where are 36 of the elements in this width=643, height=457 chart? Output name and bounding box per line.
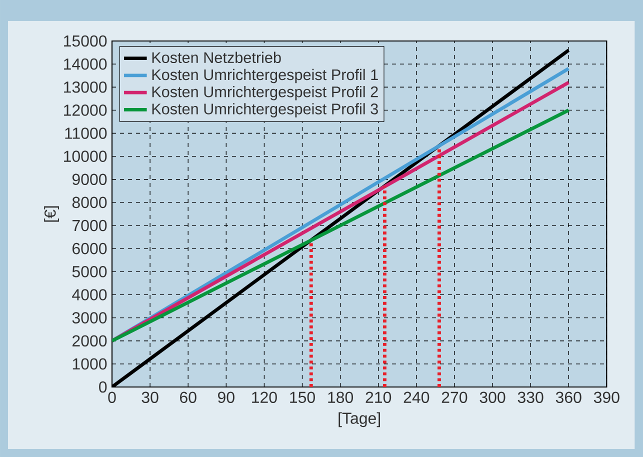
y-tick-label: 7000 (72, 220, 107, 232)
y-tick-label: 0 (99, 381, 107, 393)
y-axis-title: [€] (44, 206, 59, 222)
x-tick-label: 0 (108, 392, 116, 404)
y-tick-label: 12000 (64, 104, 107, 116)
x-tick-label: 30 (142, 392, 158, 404)
legend-label: Kosten Umrichtergespeist Profil 2 (152, 86, 378, 100)
y-tick-label: 1000 (72, 358, 107, 370)
y-tick-label: 9000 (72, 174, 107, 186)
y-tick-label: 8000 (72, 196, 107, 208)
x-tick-label: 210 (366, 392, 392, 404)
y-tick-label: 4000 (72, 289, 107, 300)
x-tick-label: 270 (442, 392, 468, 404)
x-axis-title: [Tage] (338, 412, 380, 428)
y-tick-label: 15000 (64, 35, 107, 47)
y-tick-label: 2000 (72, 335, 107, 347)
y-tick-label: 14000 (64, 58, 107, 70)
y-tick-label: 10000 (64, 150, 107, 162)
x-tick-label: 120 (252, 392, 277, 404)
y-tick-label: 6000 (72, 242, 107, 254)
x-tick-label: 390 (594, 392, 620, 404)
x-tick-label: 240 (404, 392, 430, 404)
x-tick-label: 360 (556, 392, 582, 404)
x-tick-label: 90 (218, 392, 234, 404)
x-tick-label: 300 (480, 392, 506, 404)
x-tick-label: 330 (518, 392, 544, 404)
legend-label: Kosten Netzbetrieb (152, 52, 281, 64)
y-tick-label: 5000 (72, 266, 107, 278)
x-tick-label: 60 (180, 392, 196, 404)
y-tick-label: 3000 (72, 312, 107, 324)
y-tick-label: 11000 (65, 128, 107, 139)
y-tick-label: 13000 (64, 81, 107, 93)
legend-label: Kosten Umrichtergespeist Profil 3 (152, 103, 378, 118)
legend-label: Kosten Umrichtergespeist Profil 1 (152, 68, 378, 84)
x-tick-label: 150 (290, 392, 315, 404)
x-tick-label: 180 (328, 392, 354, 404)
